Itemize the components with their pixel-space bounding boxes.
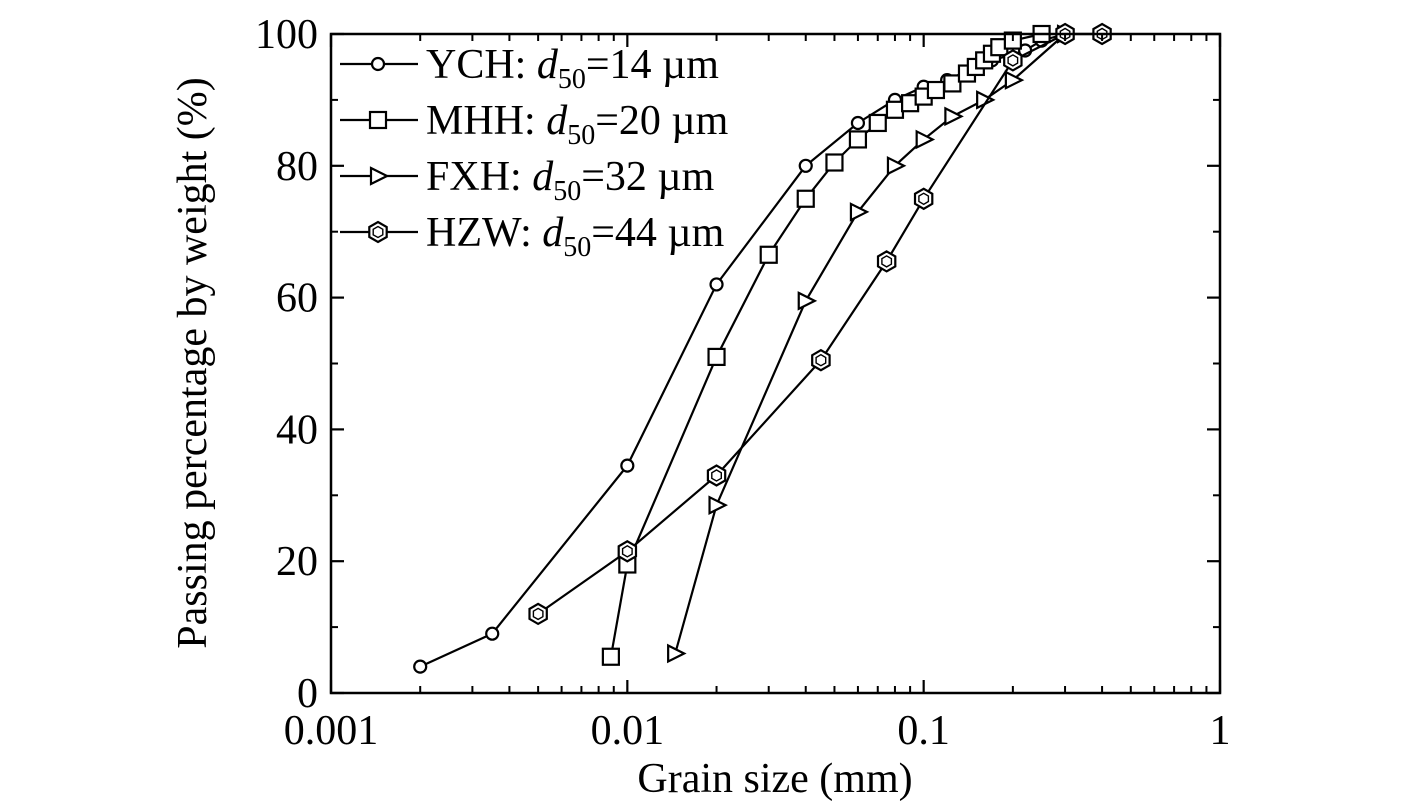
data-point-hzw <box>528 602 548 626</box>
series-line-fxh <box>674 33 1066 654</box>
data-point-fxh <box>886 156 907 176</box>
axes: 0.001 0.01 0.1 1 0 20 40 60 80 100 <box>255 12 1231 754</box>
data-point-hzw-inner <box>1007 54 1019 67</box>
y-tick-label: 40 <box>276 407 318 453</box>
data-point-fxh <box>849 202 870 222</box>
data-point-mhh <box>885 100 905 119</box>
data-point-hzw-inner <box>711 469 722 482</box>
data-point-hzw-inner <box>532 607 544 621</box>
legend-label: MHH: d50=20 µm <box>426 98 729 151</box>
data-point-hzw <box>617 540 638 563</box>
legend-entry-fxh: FXH: d50=32 µm <box>340 154 715 207</box>
data-point-fxh <box>667 643 687 664</box>
data-point-hzw-inner <box>881 255 893 268</box>
legend-marker <box>370 56 386 72</box>
data-point-hzw-inner <box>815 353 827 367</box>
data-point-hzw-inner <box>918 192 930 206</box>
data-point-mhh <box>601 647 620 666</box>
data-point-mhh <box>825 153 844 172</box>
data-point-mhh <box>943 74 962 93</box>
data-point-fxh <box>915 129 936 150</box>
data-point-mhh <box>868 113 887 133</box>
legend-label: YCH: d50=14 µm <box>426 42 719 95</box>
legend-entry-hzw: HZW: d50=44 µm <box>340 210 725 263</box>
data-point-fxh <box>708 495 728 515</box>
y-axis-label: Passing percentage by weight (%) <box>170 77 216 649</box>
data-point-mhh <box>796 189 815 208</box>
data-point-mhh <box>759 245 778 264</box>
data-point-hzw <box>876 250 897 273</box>
legend-marker-inner <box>372 225 384 239</box>
legend-label: HZW: d50=44 µm <box>426 210 725 263</box>
y-tick-label: 0 <box>297 671 318 717</box>
data-point-ych <box>620 458 635 473</box>
x-axis-label: Grain size (mm) <box>637 756 912 802</box>
data-point-ych <box>709 277 724 292</box>
data-point-hzw <box>811 348 831 372</box>
legend-marker <box>368 110 388 130</box>
legend-marker <box>369 166 390 186</box>
data-point-hzw <box>706 464 727 487</box>
legend-entry-mhh: MHH: d50=20 µm <box>340 98 729 151</box>
x-tick-label: 0.1 <box>897 708 950 754</box>
data-point-mhh <box>707 347 726 367</box>
y-tick-label: 100 <box>255 12 318 58</box>
data-point-ych <box>798 158 813 173</box>
data-point-mhh <box>848 130 868 149</box>
data-point-fxh <box>797 291 818 311</box>
x-tick-label: 1 <box>1210 708 1231 754</box>
series-hzw <box>528 22 1112 626</box>
data-point-mhh <box>926 80 946 100</box>
data-point-ych <box>485 626 500 641</box>
data-point-ych <box>413 659 428 674</box>
legend-label: FXH: d50=32 µm <box>426 154 715 207</box>
data-point-hzw <box>1003 49 1023 72</box>
x-tick-label: 0.01 <box>591 708 665 754</box>
data-point-hzw-inner <box>621 544 633 558</box>
data-point-fxh <box>944 106 964 127</box>
data-point-ych <box>850 115 866 131</box>
y-tick-label: 60 <box>276 276 318 322</box>
data-point-hzw <box>913 187 934 211</box>
y-tick-label: 80 <box>276 144 318 190</box>
x-tick-label: 0.001 <box>284 708 379 754</box>
y-tick-label: 20 <box>276 539 318 585</box>
legend-entry-ych: YCH: d50=14 µm <box>340 42 719 95</box>
legend-marker <box>368 220 388 244</box>
data-point-fxh <box>1004 70 1025 90</box>
